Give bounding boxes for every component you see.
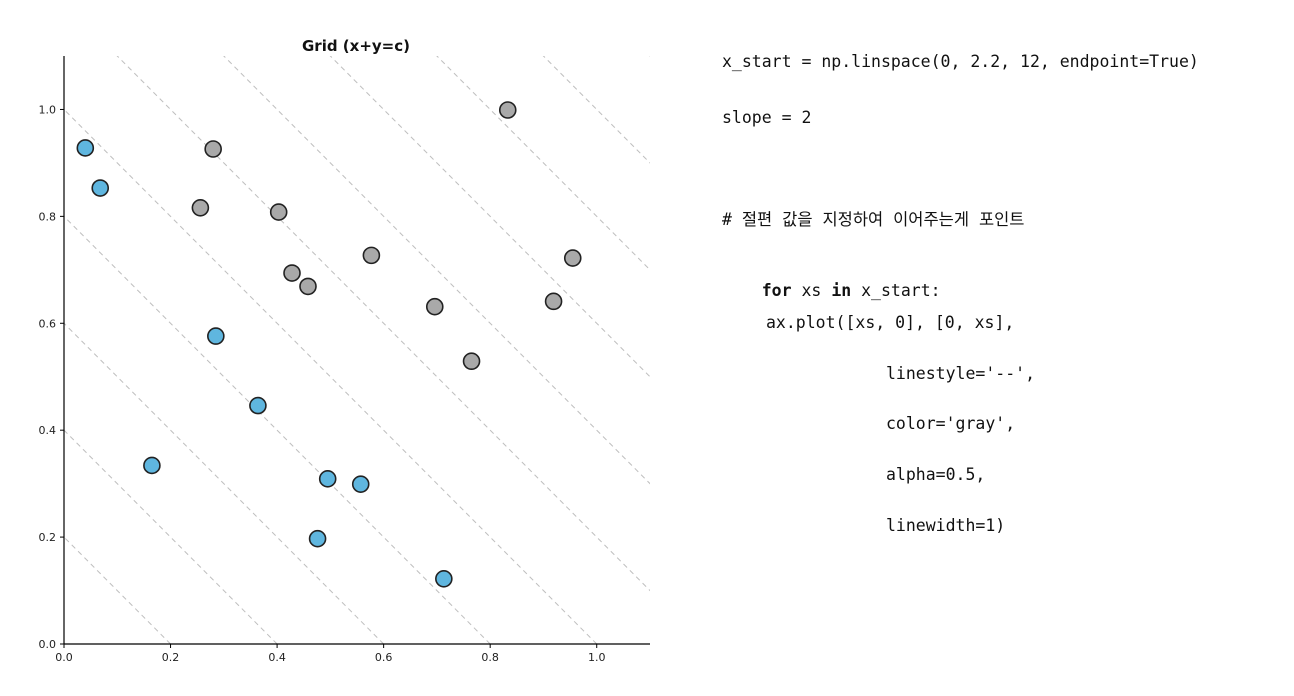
y-tick-label-0: 0.0 <box>39 638 57 651</box>
code-line-5: ax.plot([xs, 0], [0, xs], <box>766 313 1015 332</box>
scatter-point-s0-3 <box>249 396 267 415</box>
keyword-in: in <box>831 281 852 300</box>
scatter-point-s1-8 <box>544 292 563 311</box>
grid-line-9 <box>436 56 650 271</box>
grid-line-1 <box>64 536 171 644</box>
code-line-8: alpha=0.5, <box>886 465 986 484</box>
loop-var: xs <box>791 281 832 300</box>
y-tick-label-3: 0.6 <box>39 317 57 330</box>
scatter-point-s0-1 <box>91 179 110 197</box>
scatter-point-s1-3 <box>269 203 288 221</box>
code-line-6: linestyle='--', <box>886 364 1036 383</box>
diagonal-grid <box>64 56 650 644</box>
code-line-3: # 절편 값을 지정하여 이어주는게 포인트 <box>722 210 1025 229</box>
scatter-point-s1-4 <box>362 246 381 265</box>
scatter-point-s0-0 <box>76 139 95 157</box>
grid-line-4 <box>64 216 491 644</box>
scatter-point-s1-9 <box>425 297 444 316</box>
x-tick-label-4: 0.8 <box>481 651 499 664</box>
code-line-1: x_start = np.linspace(0, 2.2, 12, endpoi… <box>722 52 1199 71</box>
scatter-point-s1-7 <box>299 277 317 296</box>
grid-line-10 <box>542 56 650 164</box>
grid-line-2 <box>64 429 278 644</box>
chart-title: Grid (x+y=c) <box>302 37 410 55</box>
axes <box>63 56 650 645</box>
x-tick-label-2: 0.4 <box>268 651 286 664</box>
scatter-point-s1-2 <box>191 199 210 217</box>
scatter-point-s0-7 <box>308 529 327 548</box>
grid-line-6 <box>116 56 650 592</box>
y-tick-label-4: 0.8 <box>39 210 57 223</box>
grid-line-3 <box>64 322 384 644</box>
code-line-2: slope = 2 <box>722 108 812 127</box>
scatter-point-s1-0 <box>498 101 517 119</box>
keyword-for: for <box>761 281 792 300</box>
code-line-7: color='gray', <box>886 414 1016 433</box>
scatter-point-s0-2 <box>207 327 225 345</box>
scatter-point-s0-6 <box>351 475 370 493</box>
scatter-point-s1-10 <box>462 352 481 371</box>
code-line-9: linewidth=1) <box>886 516 1006 535</box>
scatter-point-s1-5 <box>563 249 582 267</box>
code-line-4: for xs in x_start: <box>722 261 941 321</box>
scatter-point-s0-8 <box>435 569 453 588</box>
x-tick-label-0: 0.0 <box>55 651 73 664</box>
grid-line-7 <box>223 56 650 485</box>
grid-line-5 <box>64 109 598 644</box>
scatter-points <box>76 101 582 588</box>
loop-iterable: x_start: <box>851 281 941 300</box>
x-tick-label-1: 0.2 <box>162 651 180 664</box>
scatter-point-s1-1 <box>204 140 222 158</box>
grid-line-11 <box>649 56 650 57</box>
y-tick-label-1: 0.2 <box>39 531 57 544</box>
scatter-chart: 0.0 0.2 0.4 0.6 0.8 1.0 0.0 0.2 0.4 0.6 0.8 1.0 Gri… <box>39 37 650 664</box>
scatter-point-s0-5 <box>318 470 337 488</box>
scatter-point-s1-6 <box>283 264 301 282</box>
y-tick-label-2: 0.4 <box>39 424 57 437</box>
grid-line-8 <box>329 56 650 378</box>
x-tick-label-3: 0.6 <box>375 651 393 664</box>
x-tick-label-5: 1.0 <box>588 651 606 664</box>
y-tick-label-5: 1.0 <box>39 103 57 116</box>
ticks: 0.0 0.2 0.4 0.6 0.8 1.0 0.0 0.2 0.4 0.6 0.8 1.0 <box>39 103 606 664</box>
scatter-point-s0-4 <box>143 456 161 475</box>
